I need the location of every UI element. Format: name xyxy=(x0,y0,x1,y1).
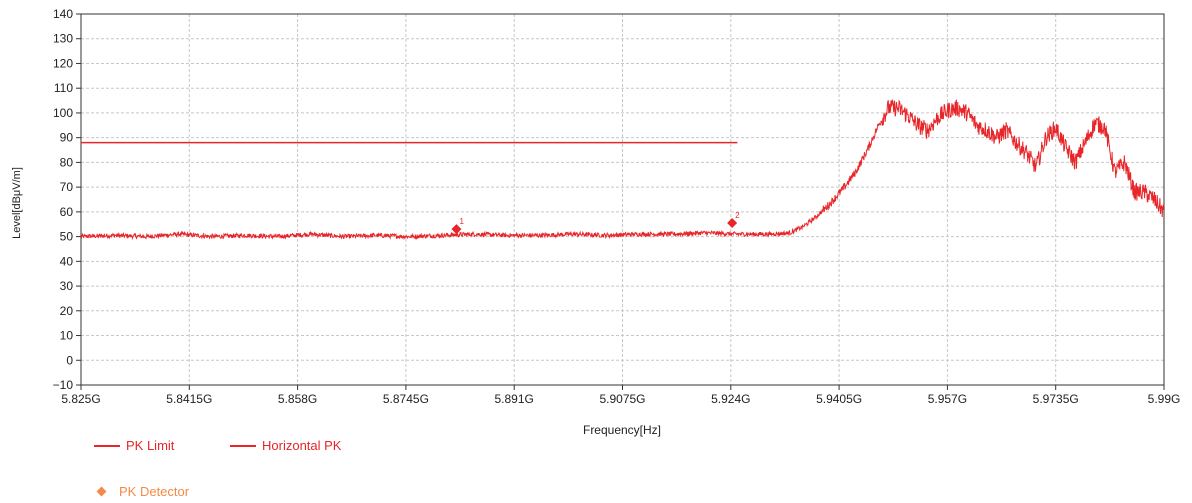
axes: −10 0 10 20 30 40 50 60 70 80 90 100 110 120 130 140 5.8… xyxy=(53,7,1181,406)
pk-detector-marker xyxy=(727,217,738,228)
x-tick-label: 5.825G xyxy=(61,392,100,406)
pk-limit-label: PK Limit xyxy=(126,438,175,453)
plot-frame xyxy=(80,13,1165,386)
y-tick-label: 80 xyxy=(60,155,74,169)
legend-pk-detector: PK Detector xyxy=(96,484,189,499)
legend-pk-limit: PK Limit xyxy=(94,438,174,453)
x-tick-label: 5.891G xyxy=(495,392,534,406)
x-tick-label: 5.858G xyxy=(278,392,317,406)
horizontal-pk-label: Horizontal PK xyxy=(262,438,342,453)
x-tick-label: 5.9405G xyxy=(816,392,862,406)
spectrum-chart: −10 0 10 20 30 40 50 60 70 80 90 100 110 120 130 140 5.8… xyxy=(11,7,1181,437)
x-tick-label: 5.9075G xyxy=(599,392,645,406)
x-tick-label: 5.924G xyxy=(711,392,750,406)
x-tick-label: 5.957G xyxy=(928,392,967,406)
series xyxy=(80,99,1165,241)
horizontal-pk-swatch xyxy=(230,444,256,447)
legend-horizontal-pk: Horizontal PK xyxy=(230,438,341,453)
y-tick-label: 100 xyxy=(53,106,73,120)
horizontal-pk-trace xyxy=(80,99,1165,241)
y-tick-label: 60 xyxy=(60,205,74,219)
pk-detector-marker xyxy=(451,224,462,235)
y-tick-label: 0 xyxy=(66,353,73,367)
pk-detector-marker-label: 1 xyxy=(459,217,464,226)
y-tick-label: 30 xyxy=(60,279,74,293)
pk-detector-swatch xyxy=(96,486,107,497)
y-tick-label: 90 xyxy=(60,131,74,145)
y-axis-label: Level[dBμV/m] xyxy=(11,167,23,239)
y-tick-label: 120 xyxy=(53,56,73,70)
y-tick-label: 70 xyxy=(60,180,74,194)
y-tick-label: 140 xyxy=(53,7,73,21)
y-tick-label: 130 xyxy=(53,32,73,46)
x-tick-label: 5.9735G xyxy=(1033,392,1079,406)
y-tick-label: −10 xyxy=(53,378,74,392)
x-tick-label: 5.8745G xyxy=(383,392,429,406)
y-tick-label: 20 xyxy=(60,304,74,318)
y-tick-label: 40 xyxy=(60,254,74,268)
pk-detector-marker-label: 2 xyxy=(735,211,740,220)
x-axis-label: Frequency[Hz] xyxy=(583,423,661,437)
pk-limit-swatch xyxy=(94,444,120,447)
pk-detector-label: PK Detector xyxy=(119,484,190,499)
x-tick-label: 5.8415G xyxy=(166,392,212,406)
x-tick-label: 5.99G xyxy=(1148,392,1181,406)
y-tick-label: 10 xyxy=(60,329,74,343)
y-tick-label: 50 xyxy=(60,230,74,244)
markers: 12 xyxy=(451,211,740,235)
y-tick-label: 110 xyxy=(54,81,73,95)
grid xyxy=(80,13,1165,386)
